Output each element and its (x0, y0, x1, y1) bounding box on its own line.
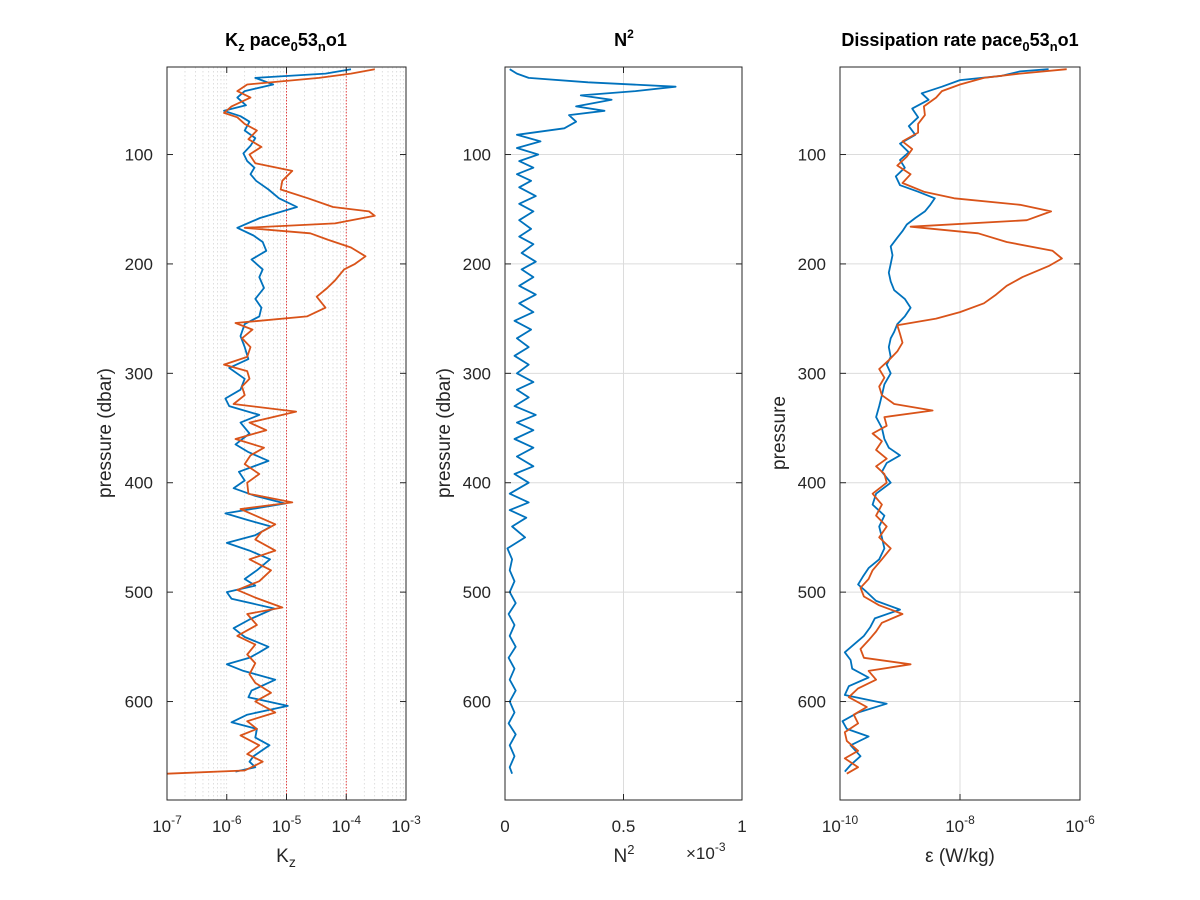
panel-kz: 100 200 300 400 500 600 10-7 10-6 10-5 10-4 10-3 K… (95, 30, 421, 870)
n2-x-tick-label: 0.5 (612, 817, 636, 836)
n2-x-multiplier: ×10-3 (686, 840, 726, 863)
n2-y-tick-label: 400 (463, 474, 491, 493)
kz-x-tick-label: 10-5 (272, 813, 302, 836)
n2-y-axis-label: pressure (dbar) (434, 368, 455, 498)
eps-x-tick-label: 10-6 (1065, 813, 1095, 836)
eps-x-tick-label: 10-8 (945, 813, 975, 836)
eps-x-axis-label: ε (W/kg) (925, 846, 995, 867)
n2-x-tick-label: 0 (500, 817, 509, 836)
kz-y-tick-label: 100 (125, 146, 153, 165)
kz-y-tick-label: 600 (125, 693, 153, 712)
kz-grid (166, 67, 407, 800)
eps-x-tick-label: 10-10 (822, 813, 859, 836)
kz-y-tick-label: 400 (125, 474, 153, 493)
kz-x-tick-label: 10-4 (331, 813, 361, 836)
eps-series-line-2 (843, 68, 1067, 775)
n2-title: N2 (614, 27, 634, 50)
n2-ticks: 100 200 300 400 500 600 0 0.5 1 (463, 67, 747, 836)
kz-x-tick-label: 10-6 (212, 813, 242, 836)
kz-ticks: 100 200 300 400 500 600 10-7 10-6 10-5 10-4 10-3 (125, 67, 421, 836)
kz-plot-area (166, 68, 376, 775)
eps-y-tick-label: 400 (798, 474, 826, 493)
kz-y-tick-label: 200 (125, 255, 153, 274)
kz-series-line-1 (223, 68, 352, 773)
eps-y-tick-label: 200 (798, 255, 826, 274)
n2-x-tick-label: 1 (737, 817, 746, 836)
n2-x-axis-label: N2 (614, 842, 635, 867)
eps-series-line-1 (841, 68, 1049, 773)
kz-y-axis-label: pressure (dbar) (95, 368, 116, 498)
eps-y-tick-label: 600 (798, 693, 826, 712)
n2-y-tick-label: 200 (463, 255, 491, 274)
eps-ticks: 100 200 300 400 500 600 10-10 10-8 10-6 (798, 67, 1095, 836)
eps-y-tick-label: 300 (798, 364, 826, 383)
n2-series-line-1 (506, 68, 677, 775)
eps-plot-area (841, 68, 1067, 775)
kz-x-axis-label: Kz (276, 846, 296, 870)
eps-y-tick-label: 100 (798, 146, 826, 165)
kz-y-tick-label: 300 (125, 364, 153, 383)
panel-n2: 100 200 300 400 500 600 0 0.5 1 N2 N2 ×10-3 pres… (434, 27, 747, 867)
kz-series-line-2 (166, 68, 376, 775)
eps-title: Dissipation rate pace053no1 (841, 30, 1078, 54)
n2-y-tick-label: 100 (463, 146, 491, 165)
n2-y-tick-label: 600 (463, 693, 491, 712)
kz-x-tick-label: 10-7 (152, 813, 182, 836)
eps-y-axis-label: pressure (769, 396, 790, 470)
kz-y-tick-label: 500 (125, 583, 153, 602)
panel-dissipation: 100 200 300 400 500 600 10-10 10-8 10-6 Dissipat… (769, 30, 1095, 867)
n2-plot-area (506, 68, 677, 775)
kz-x-tick-label: 10-3 (391, 813, 421, 836)
kz-title: Kz pace053no1 (225, 30, 347, 54)
n2-y-tick-label: 300 (463, 364, 491, 383)
n2-y-tick-label: 500 (463, 583, 491, 602)
eps-y-tick-label: 500 (798, 583, 826, 602)
